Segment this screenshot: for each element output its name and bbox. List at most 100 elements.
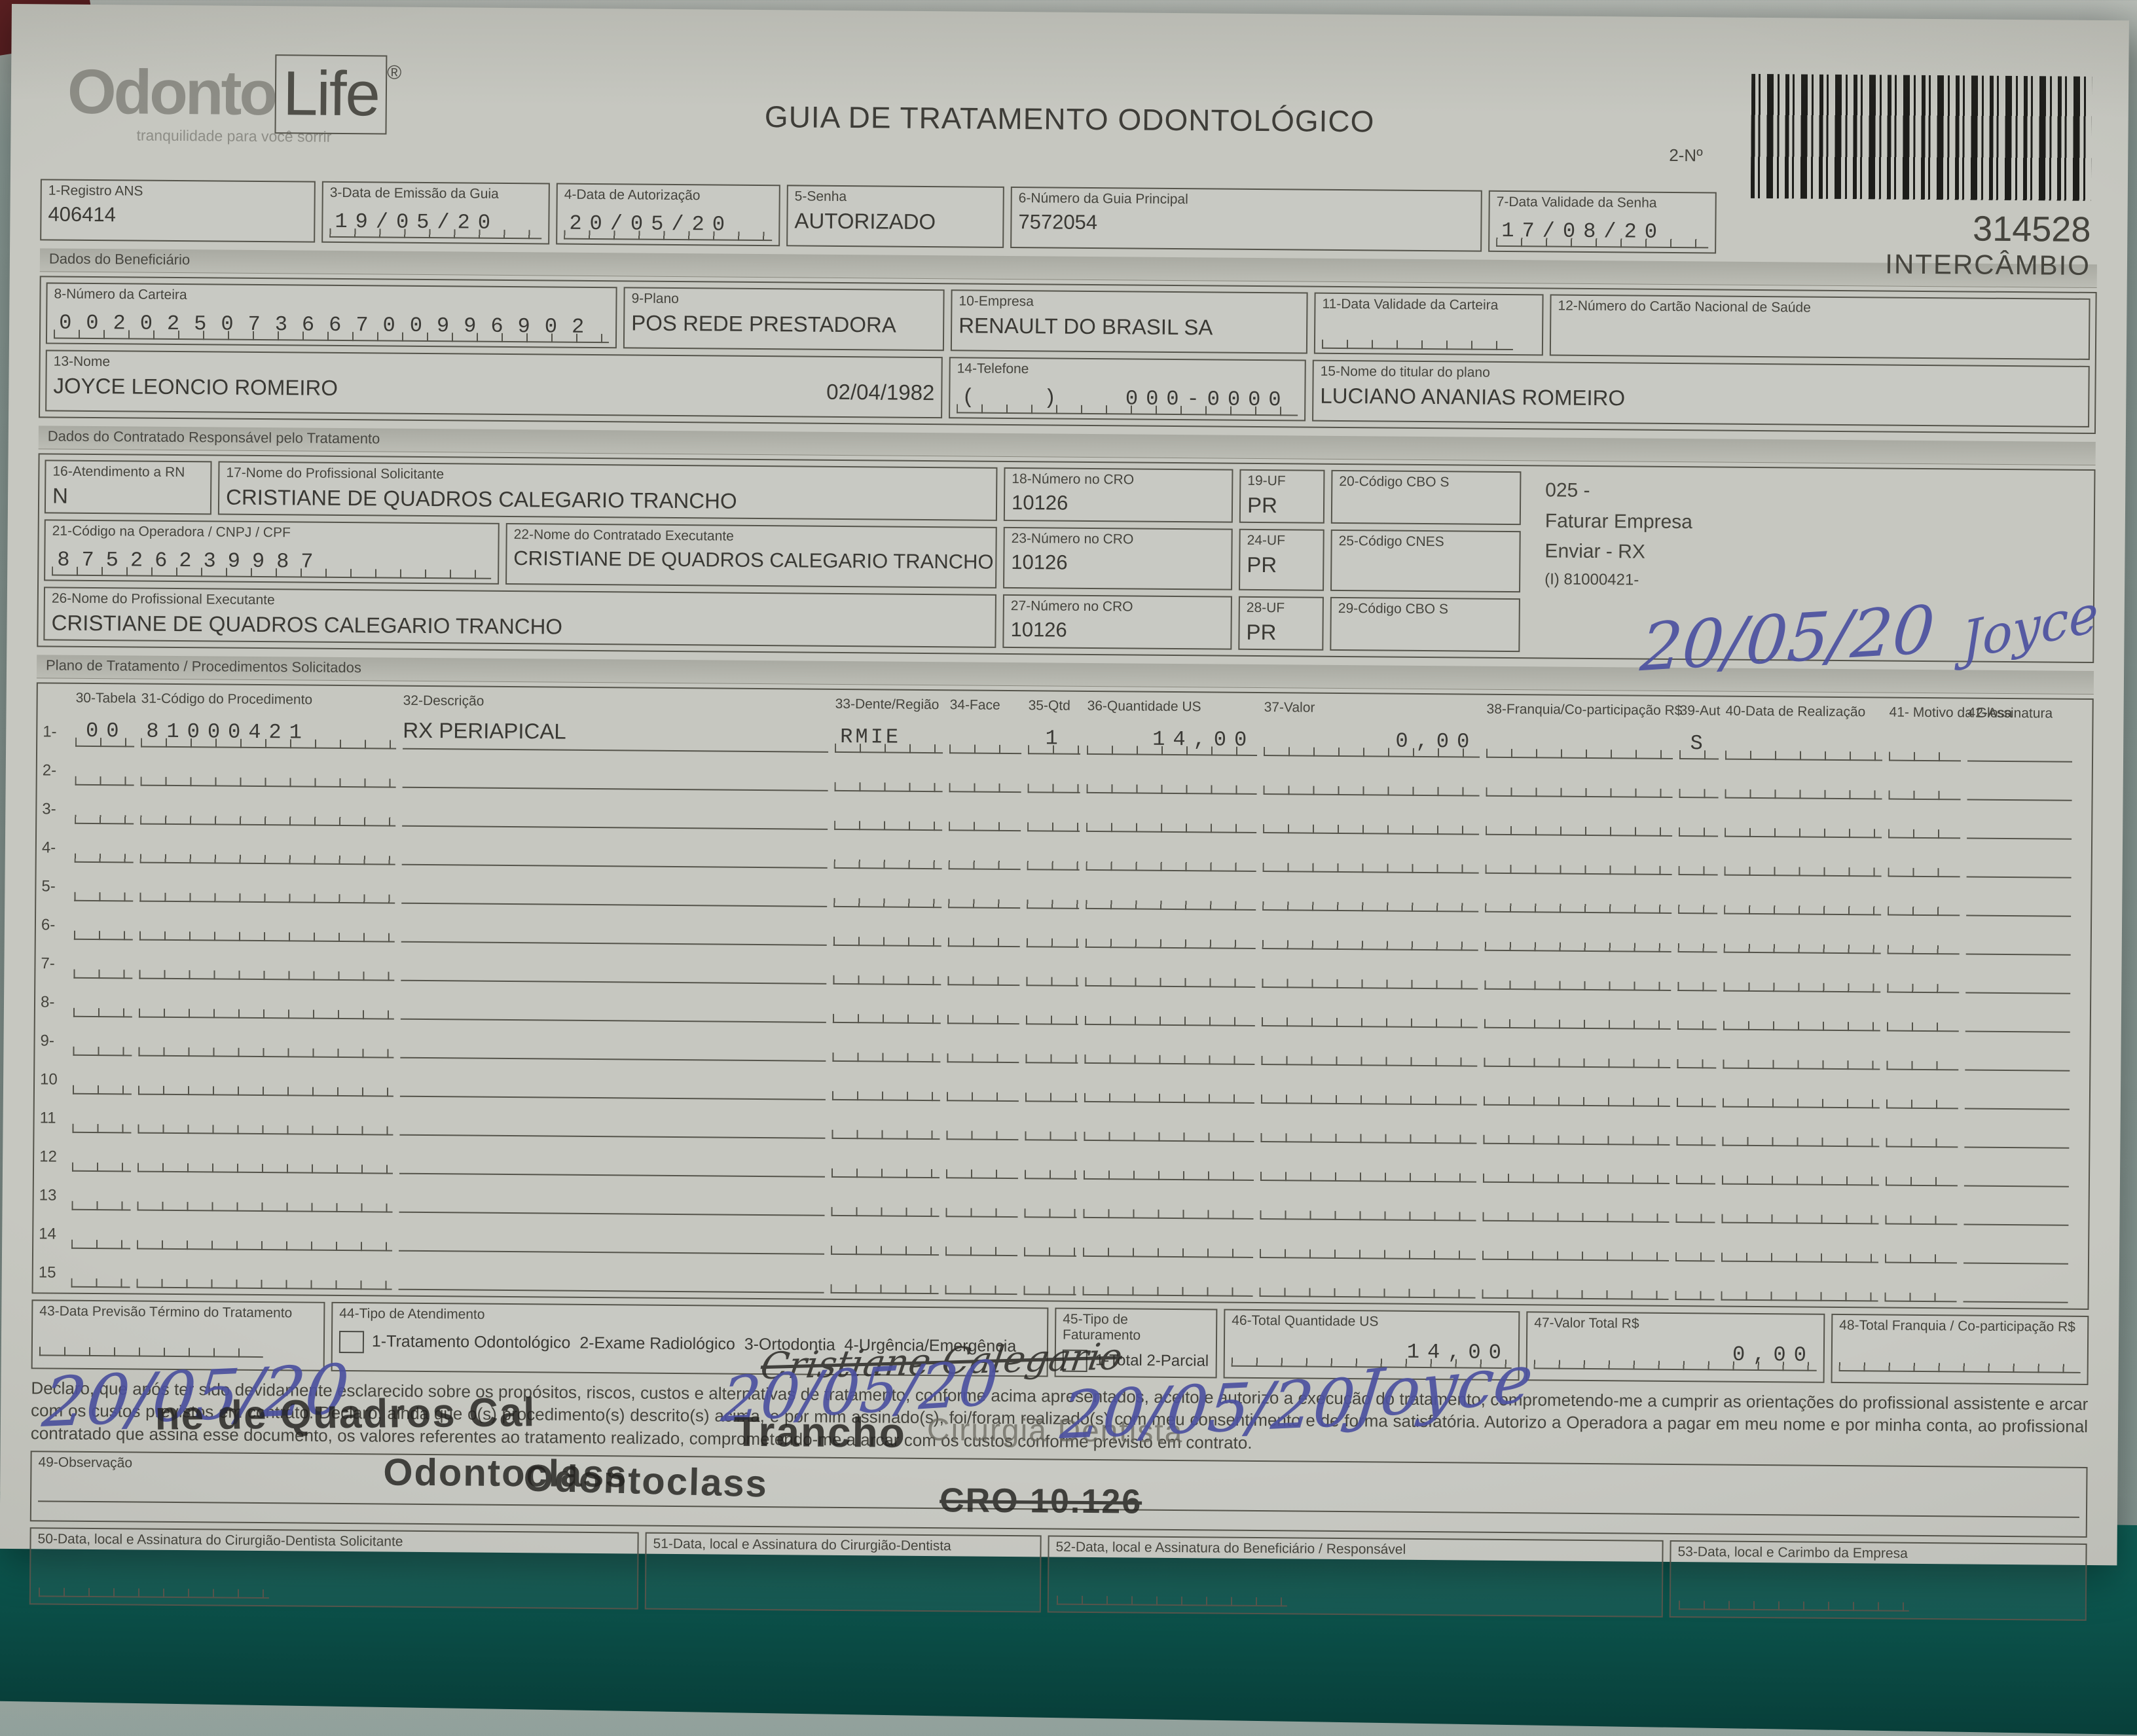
cell-data-realizacao <box>1723 996 1881 1032</box>
cell-tabela <box>71 1253 131 1288</box>
cell-descricao <box>401 949 827 985</box>
cell-quantidade-us <box>1082 1261 1253 1297</box>
totals-row: 43-Data Previsão Término do Tratamento 4… <box>31 1299 2089 1385</box>
cell-glosa <box>1885 1151 1958 1187</box>
field-value: 14,00 <box>1231 1332 1512 1369</box>
field-tipo-atendimento: 44-Tipo de Atendimento 1-Tratamento Odon… <box>331 1301 1049 1377</box>
col-header-data-realizacao: 40-Data de Realização <box>1725 703 1866 720</box>
cell-tabela <box>74 867 134 902</box>
cell-glosa <box>1888 804 1961 839</box>
contratado-row-3: 26-Nome do Profissional Executante CRIST… <box>43 587 1520 653</box>
cell-quantidade-us <box>1083 1222 1254 1258</box>
col-header-quantidade-us: 36-Quantidade US <box>1087 698 1201 715</box>
cell-face <box>948 874 1021 909</box>
field-label: 8-Número da Carteira <box>54 286 187 303</box>
treatment-guide-form: Odonto Life ® tranquilidade para você sorr… <box>0 4 2129 1621</box>
cell-valor <box>1261 992 1478 1028</box>
cell-quantidade-us <box>1086 759 1257 795</box>
field-label: 28-UF <box>1246 600 1285 616</box>
field-value: PR <box>1246 619 1277 645</box>
cell-data-realizacao <box>1725 764 1882 800</box>
cell-codigo <box>140 751 397 788</box>
cell-franquia <box>1483 1071 1671 1107</box>
col-header-aut: 39-Aut <box>1679 703 1721 719</box>
field-label: 24-UF <box>1247 532 1286 549</box>
field-label: 6-Número da Guia Principal <box>1018 190 1188 208</box>
cell-dente <box>832 1027 941 1063</box>
cell-qtd <box>1026 913 1080 948</box>
cell-valor <box>1260 1108 1477 1144</box>
field-value: 406414 <box>48 202 117 226</box>
col-header-qtd: 35-Qtd <box>1028 698 1070 714</box>
field-value: 87526239987 <box>52 541 492 579</box>
field-value: JOYCE LEONCIO ROMEIRO 02/04/1982 <box>53 374 934 406</box>
field-previsao-termino: 43-Data Previsão Término do Tratamento <box>31 1299 325 1371</box>
cell-valor <box>1260 1147 1477 1183</box>
cell-valor <box>1262 915 1479 951</box>
cell-descricao: RX PERIAPICAL <box>403 717 829 753</box>
cell-franquia <box>1482 1148 1670 1184</box>
field-cbo-executante: 29-Código CBO S <box>1330 596 1520 653</box>
cell-aut <box>1676 1073 1717 1108</box>
col-header-motivo-glosa: 41- Motivo da Glosa <box>1889 704 2013 721</box>
cell-franquia <box>1484 955 1671 991</box>
field-carimbo-empresa: 53-Data, local e Carimbo da Empresa <box>1669 1540 2087 1621</box>
cell-glosa <box>1885 1190 1958 1225</box>
field-cro-profissional-executante: 27-Número no CRO 10126 <box>1002 594 1232 650</box>
cell-codigo <box>139 945 395 981</box>
field-empresa: 10-Empresa RENAULT DO BRASIL SA <box>950 289 1308 354</box>
field-label: 16-Atendimento a RN <box>52 463 185 480</box>
cell-data-realizacao <box>1721 1266 1878 1302</box>
tipo-atendimento-checkbox <box>338 1330 365 1354</box>
field-label: 4-Data de Autorização <box>564 187 701 204</box>
date-comb-empty <box>1056 1570 1288 1607</box>
cell-tabela <box>73 905 134 941</box>
declaration-text: Declaro, que após ter sido devidamente e… <box>30 1378 2089 1453</box>
contratado-row-2: 21-Código na Operadora / CNPJ / CPF 8752… <box>44 519 1521 593</box>
cell-quantidade-us <box>1084 990 1256 1026</box>
cell-data-realizacao <box>1722 1112 1880 1148</box>
cell-glosa <box>1887 958 1960 994</box>
cell-assinatura <box>1963 1155 2070 1187</box>
cell-tabela <box>75 789 134 825</box>
cell-codigo <box>137 1099 393 1136</box>
cell-valor: 0,00 <box>1264 722 1480 758</box>
cell-franquia <box>1486 801 1673 837</box>
cell-tabela <box>71 1214 131 1250</box>
field-value: CRISTIANE DE QUADROS CALEGARIO TRANCHO <box>513 547 994 573</box>
cell-data-realizacao <box>1725 725 1883 761</box>
cell-face <box>947 913 1021 948</box>
field-value: 19/05/20 <box>329 203 542 240</box>
cell-assinatura <box>1965 923 2072 956</box>
observacao-box: 49-Observação <box>29 1451 2088 1538</box>
field-value-empty <box>39 1322 264 1358</box>
cell-codigo <box>139 867 395 904</box>
cell-aut <box>1677 996 1717 1030</box>
cell-data-realizacao <box>1722 1073 1880 1109</box>
field-value-empty <box>1339 494 1513 518</box>
field-numero-guia-principal: 6-Número da Guia Principal 7572054 <box>1010 186 1482 252</box>
cell-tabela <box>72 1060 132 1095</box>
cell-data-realizacao <box>1723 957 1881 993</box>
field-value-empty <box>1338 553 1512 578</box>
cell-dente <box>831 1066 941 1102</box>
field-profissional-solicitante: 17-Nome do Profissional Solicitante CRIS… <box>217 461 998 521</box>
field-senha: 5-Senha AUTORIZADO <box>786 185 1004 248</box>
cell-aut <box>1678 880 1718 914</box>
cell-assinatura <box>1963 1271 2068 1303</box>
field-titular-plano: 15-Nome do titular do plano LUCIANO ANAN… <box>1312 359 2090 427</box>
field-label: 20-Código CBO S <box>1339 473 1450 490</box>
field-assinatura-beneficiario: 52-Data, local e Assinatura do Beneficiá… <box>1047 1535 1664 1618</box>
field-value: PR <box>1247 552 1277 577</box>
beneficiario-group: 8-Número da Carteira 0020250736670099690… <box>39 276 2097 435</box>
cell-franquia <box>1483 1110 1670 1146</box>
cell-franquia <box>1485 839 1673 875</box>
cell-glosa <box>1888 842 1961 878</box>
cell-descricao <box>399 1104 826 1139</box>
note-code: 025 - <box>1545 479 1590 501</box>
cell-glosa <box>1889 727 1962 762</box>
cell-quantidade-us <box>1086 797 1257 833</box>
cell-quantidade-us <box>1086 836 1257 872</box>
field-label: 29-Código CBO S <box>1338 600 1448 617</box>
field-uf-executante: 24-UF PR <box>1239 528 1324 591</box>
